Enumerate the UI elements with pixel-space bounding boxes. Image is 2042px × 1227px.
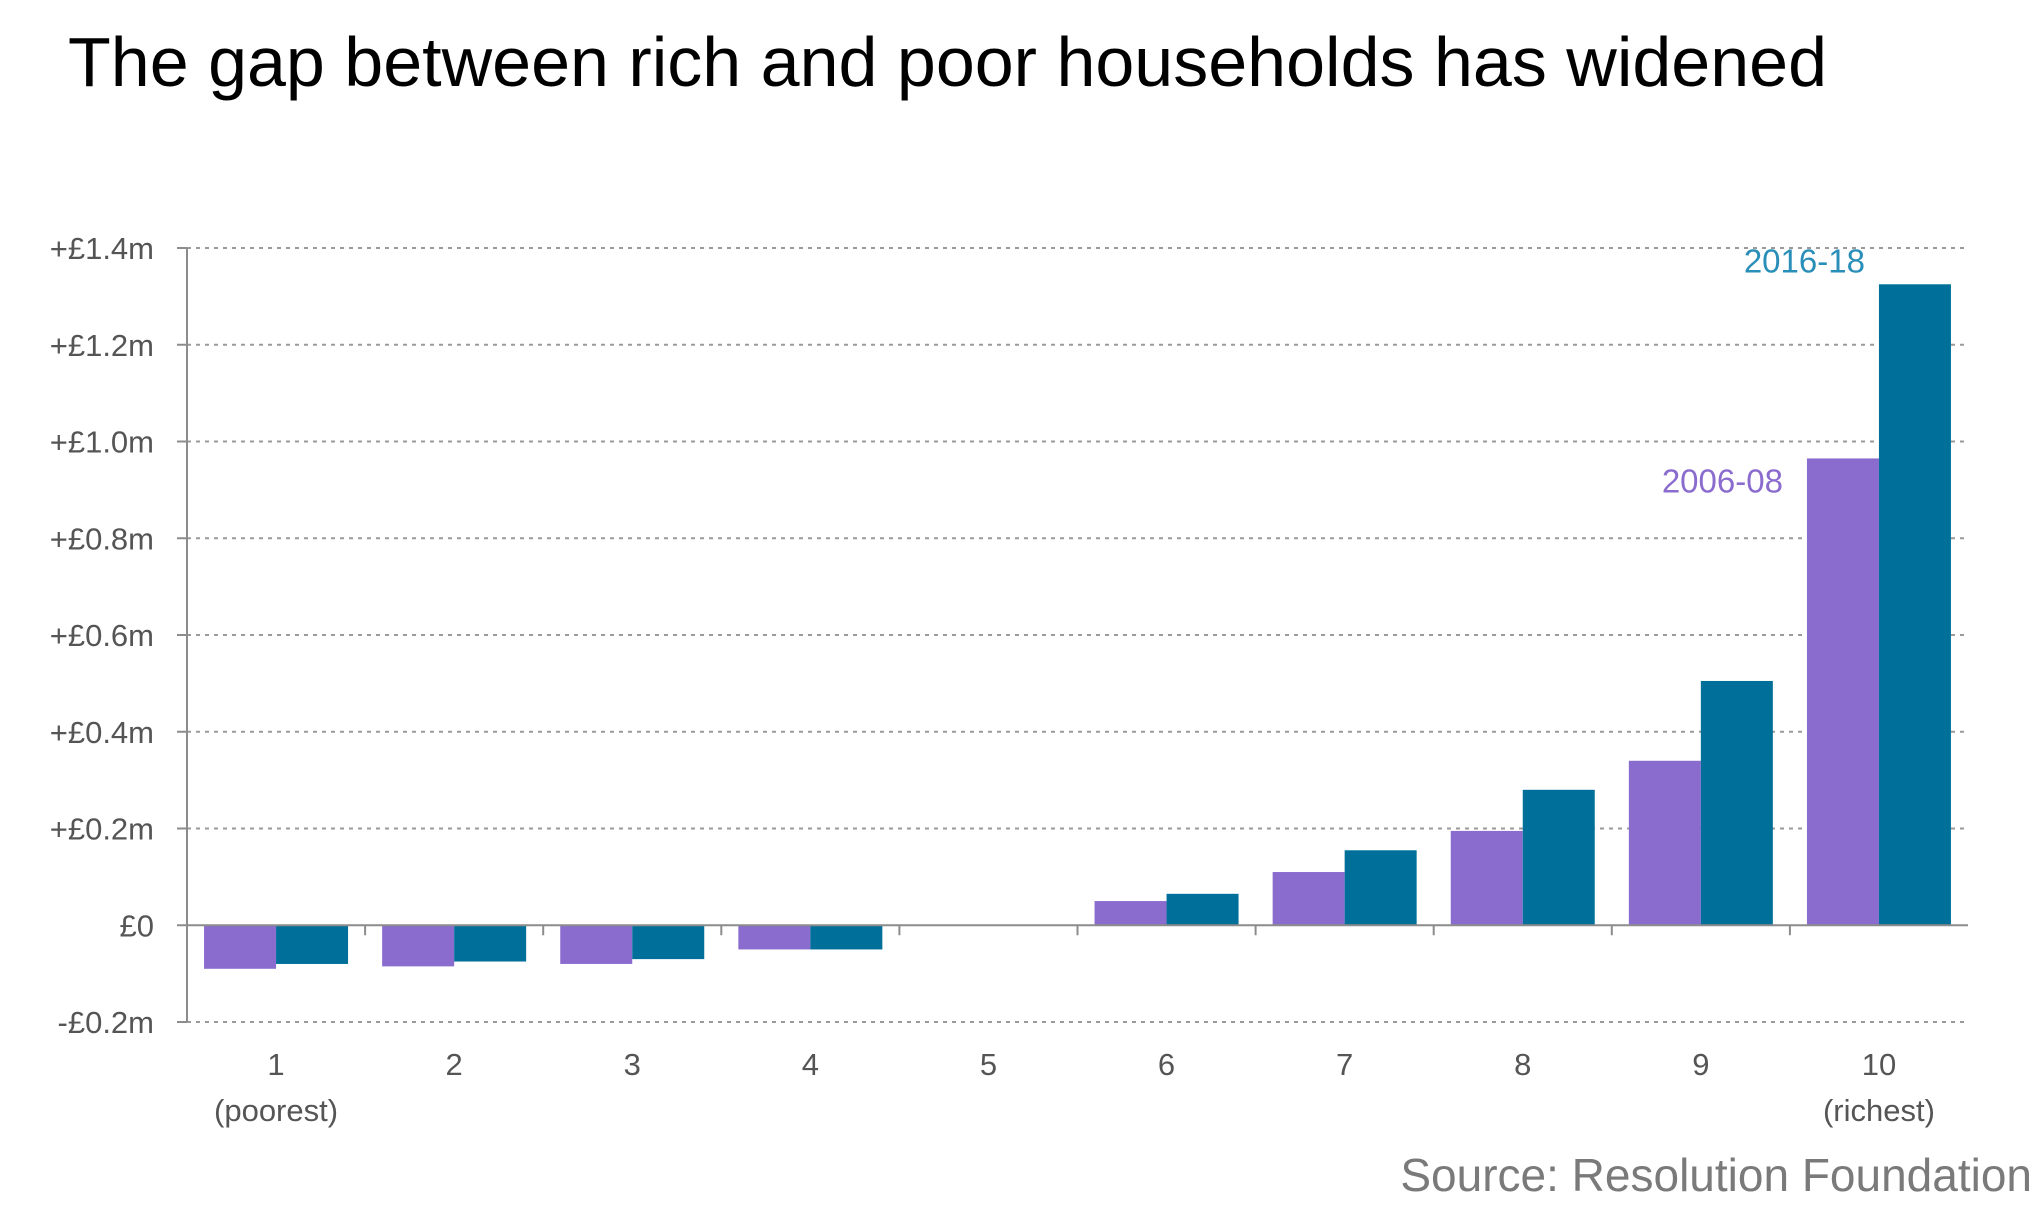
- axes: [177, 247, 1968, 1023]
- x-tick-label: 10: [1862, 1047, 1896, 1082]
- bar-2016-18-decile-10: [1878, 284, 1951, 926]
- bars: [204, 284, 1951, 969]
- bar-2016-18-decile-3: [632, 925, 705, 960]
- x-tick-label: 9: [1692, 1047, 1709, 1082]
- series-label-2016-18: 2016-18: [1744, 242, 1865, 279]
- bar-2006-08-decile-1: [204, 925, 277, 969]
- chart-title: The gap between rich and poor households…: [68, 23, 1828, 101]
- x-tick-label: 6: [1158, 1047, 1175, 1082]
- x-tick-label: 3: [624, 1047, 641, 1082]
- x-tick-label: 2: [446, 1047, 463, 1082]
- y-tick-label: +£0.6m: [50, 618, 154, 653]
- bar-2006-08-decile-9: [1628, 760, 1701, 926]
- bar-2006-08-decile-10: [1806, 458, 1879, 926]
- bar-2006-08-decile-2: [382, 925, 455, 967]
- bar-2016-18-decile-2: [454, 925, 527, 962]
- series-label-2006-08: 2006-08: [1662, 462, 1783, 499]
- x-tick-label: 7: [1336, 1047, 1353, 1082]
- bar-2006-08-decile-8: [1450, 830, 1523, 926]
- y-tick-label: -£0.2m: [58, 1005, 154, 1040]
- bar-2016-18-decile-1: [276, 925, 349, 964]
- series-labels: 2006-08 2016-18: [1662, 242, 1865, 499]
- x-tick-label: 4: [802, 1047, 819, 1082]
- x-tick-sublabel: (richest): [1823, 1093, 1935, 1128]
- y-tick-label: +£0.8m: [50, 521, 154, 556]
- y-tick-label: £0: [120, 908, 154, 943]
- bar-2016-18-decile-4: [810, 925, 883, 950]
- bar-2006-08-decile-6: [1094, 901, 1167, 926]
- x-tick-labels: 1 (poorest) 2 3 4 5 6 7 8 9 10 (richest): [214, 1047, 1935, 1128]
- y-tick-labels: +£1.4m +£1.2m +£1.0m +£0.8m +£0.6m +£0.4m +£0.…: [50, 231, 154, 1040]
- x-tick-label: 5: [980, 1047, 997, 1082]
- y-tick-label: +£0.2m: [50, 812, 154, 847]
- bar-2016-18-decile-8: [1522, 789, 1595, 926]
- bar-2016-18-decile-7: [1344, 850, 1417, 926]
- y-tick-label: +£1.0m: [50, 425, 154, 460]
- bar-2006-08-decile-4: [738, 925, 811, 950]
- x-tick-label: 8: [1514, 1047, 1531, 1082]
- bar-2016-18-decile-6: [1166, 893, 1239, 926]
- x-tick-sublabel: (poorest): [214, 1093, 338, 1128]
- y-tick-label: +£1.4m: [50, 231, 154, 266]
- bar-2016-18-decile-9: [1700, 680, 1773, 926]
- x-tick-label: 1: [267, 1047, 284, 1082]
- source-note: Source: Resolution Foundation: [1400, 1149, 2032, 1201]
- bar-2006-08-decile-3: [560, 925, 633, 964]
- bar-2006-08-decile-7: [1272, 872, 1345, 926]
- y-tick-label: +£0.4m: [50, 715, 154, 750]
- y-tick-label: +£1.2m: [50, 328, 154, 363]
